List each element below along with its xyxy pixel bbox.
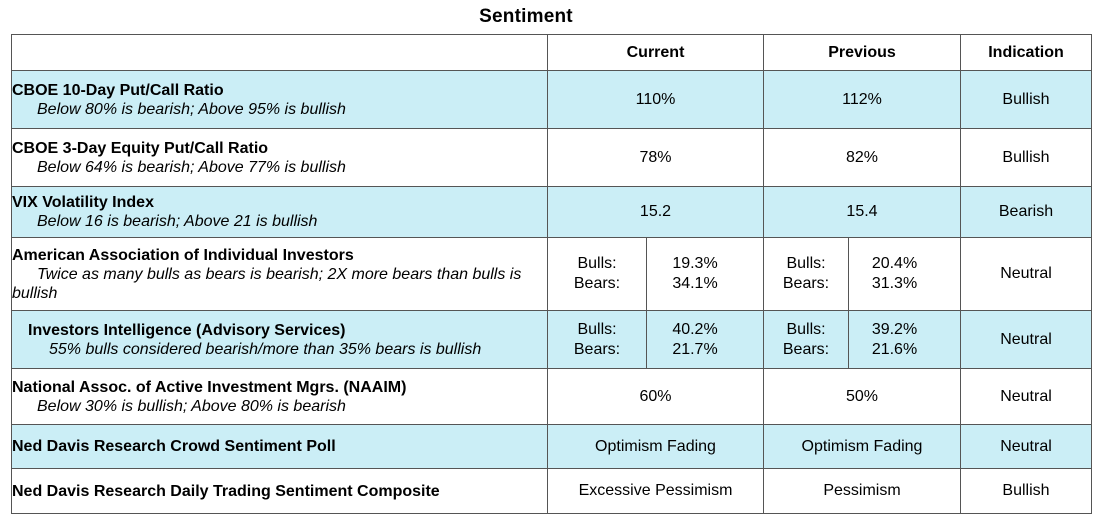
table-row: VIX Volatility Index Below 16 is bearish… bbox=[11, 186, 1092, 238]
header-row: Current Previous Indication bbox=[11, 34, 1092, 71]
sentiment-table: Current Previous Indication CBOE 10-Day … bbox=[11, 34, 1092, 514]
previous-value: 50% bbox=[763, 368, 961, 425]
current-split-cell: Bulls: Bears: 19.3% 34.1% bbox=[547, 237, 764, 311]
current-value: 78% bbox=[547, 128, 764, 187]
indication-value: Neutral bbox=[960, 424, 1092, 469]
table-row: CBOE 10-Day Put/Call Ratio Below 80% is … bbox=[11, 70, 1092, 129]
bulls-label: Bulls: bbox=[786, 255, 826, 272]
previous-values: 20.4% 31.3% bbox=[849, 238, 960, 310]
previous-value: Pessimism bbox=[763, 468, 961, 514]
indicator-cell: CBOE 10-Day Put/Call Ratio Below 80% is … bbox=[11, 70, 548, 129]
previous-value: 15.4 bbox=[763, 186, 961, 238]
indicator-name: CBOE 10-Day Put/Call Ratio bbox=[12, 81, 224, 99]
bulls-label: Bulls: bbox=[786, 320, 826, 338]
current-split-cell: Bulls: Bears: 40.2% 21.7% bbox=[547, 310, 764, 369]
bears-label: Bears: bbox=[573, 275, 621, 292]
table-row: CBOE 3-Day Equity Put/Call Ratio Below 6… bbox=[11, 128, 1092, 187]
indicator-cell: VIX Volatility Index Below 16 is bearish… bbox=[11, 186, 548, 238]
indicator-rule: 55% bulls considered bearish/more than 3… bbox=[49, 340, 482, 358]
current-value: 110% bbox=[547, 70, 764, 129]
table-row: Investors Intelligence (Advisory Service… bbox=[11, 310, 1092, 369]
indicator-cell: National Assoc. of Active Investment Mgr… bbox=[11, 368, 548, 425]
indicator-cell: American Association of Individual Inves… bbox=[11, 237, 548, 311]
table-row: Ned Davis Research Daily Trading Sentime… bbox=[11, 468, 1092, 514]
current-value: 60% bbox=[547, 368, 764, 425]
indicator-rule: Below 30% is bullish; Above 80% is beari… bbox=[37, 397, 346, 415]
bulls-label: Bulls: bbox=[577, 255, 617, 272]
bulls-label: Bulls: bbox=[577, 320, 617, 338]
bears-value: 34.1% bbox=[672, 275, 718, 292]
bears-value: 21.6% bbox=[871, 340, 918, 358]
previous-value: Optimism Fading bbox=[763, 424, 961, 469]
indicator-rule: Below 80% is bearish; Above 95% is bulli… bbox=[37, 100, 346, 118]
bulls-value: 40.2% bbox=[672, 320, 718, 338]
current-labels: Bulls: Bears: bbox=[548, 311, 647, 368]
indicator-rule: Below 64% is bearish; Above 77% is bulli… bbox=[37, 158, 346, 176]
indication-value: Bearish bbox=[960, 186, 1092, 238]
indicator-cell: Ned Davis Research Daily Trading Sentime… bbox=[11, 468, 548, 514]
indicator-name: Investors Intelligence (Advisory Service… bbox=[28, 321, 346, 339]
indicator-name: National Assoc. of Active Investment Mgr… bbox=[12, 378, 407, 396]
header-previous: Previous bbox=[763, 34, 961, 71]
indication-value: Bullish bbox=[960, 468, 1092, 514]
indication-value: Neutral bbox=[960, 310, 1092, 369]
bulls-value: 19.3% bbox=[672, 255, 718, 272]
bears-value: 21.7% bbox=[672, 340, 718, 358]
previous-labels: Bulls: Bears: bbox=[764, 311, 849, 368]
header-indicator bbox=[11, 34, 548, 71]
previous-labels: Bulls: Bears: bbox=[764, 238, 849, 310]
indicator-cell: Ned Davis Research Crowd Sentiment Poll bbox=[11, 424, 548, 469]
indication-value: Bullish bbox=[960, 70, 1092, 129]
previous-value: 82% bbox=[763, 128, 961, 187]
indicator-name: VIX Volatility Index bbox=[12, 194, 154, 211]
table-row: American Association of Individual Inves… bbox=[11, 237, 1092, 311]
indicator-name: American Association of Individual Inves… bbox=[12, 246, 354, 264]
indication-value: Neutral bbox=[960, 237, 1092, 311]
bears-label: Bears: bbox=[573, 340, 621, 358]
table-row: Ned Davis Research Crowd Sentiment Poll … bbox=[11, 424, 1092, 469]
indicator-rule: Twice as many bulls as bears is bearish;… bbox=[12, 265, 522, 302]
indicator-name: Ned Davis Research Crowd Sentiment Poll bbox=[12, 438, 336, 455]
header-current: Current bbox=[547, 34, 764, 71]
indicator-cell: Investors Intelligence (Advisory Service… bbox=[11, 310, 548, 369]
previous-values: 39.2% 21.6% bbox=[849, 311, 960, 368]
current-values: 40.2% 21.7% bbox=[647, 311, 763, 368]
indication-value: Bullish bbox=[960, 128, 1092, 187]
current-labels: Bulls: Bears: bbox=[548, 238, 647, 310]
header-indication: Indication bbox=[960, 34, 1092, 71]
previous-split-cell: Bulls: Bears: 20.4% 31.3% bbox=[763, 237, 961, 311]
current-values: 19.3% 34.1% bbox=[647, 238, 763, 310]
bulls-value: 39.2% bbox=[871, 320, 918, 338]
page-title: Sentiment bbox=[479, 6, 573, 27]
indicator-name: Ned Davis Research Daily Trading Sentime… bbox=[12, 482, 440, 500]
previous-split-cell: Bulls: Bears: 39.2% 21.6% bbox=[763, 310, 961, 369]
previous-value: 112% bbox=[763, 70, 961, 129]
bears-value: 31.3% bbox=[871, 275, 918, 292]
table-row: National Assoc. of Active Investment Mgr… bbox=[11, 368, 1092, 425]
bears-label: Bears: bbox=[782, 340, 830, 358]
indication-value: Neutral bbox=[960, 368, 1092, 425]
current-value: 15.2 bbox=[547, 186, 764, 238]
bears-label: Bears: bbox=[782, 275, 830, 292]
indicator-cell: CBOE 3-Day Equity Put/Call Ratio Below 6… bbox=[11, 128, 548, 187]
bulls-value: 20.4% bbox=[871, 255, 918, 272]
indicator-rule: Below 16 is bearish; Above 21 is bullish bbox=[37, 213, 318, 230]
indicator-name: CBOE 3-Day Equity Put/Call Ratio bbox=[12, 139, 269, 157]
current-value: Excessive Pessimism bbox=[547, 468, 764, 514]
current-value: Optimism Fading bbox=[547, 424, 764, 469]
